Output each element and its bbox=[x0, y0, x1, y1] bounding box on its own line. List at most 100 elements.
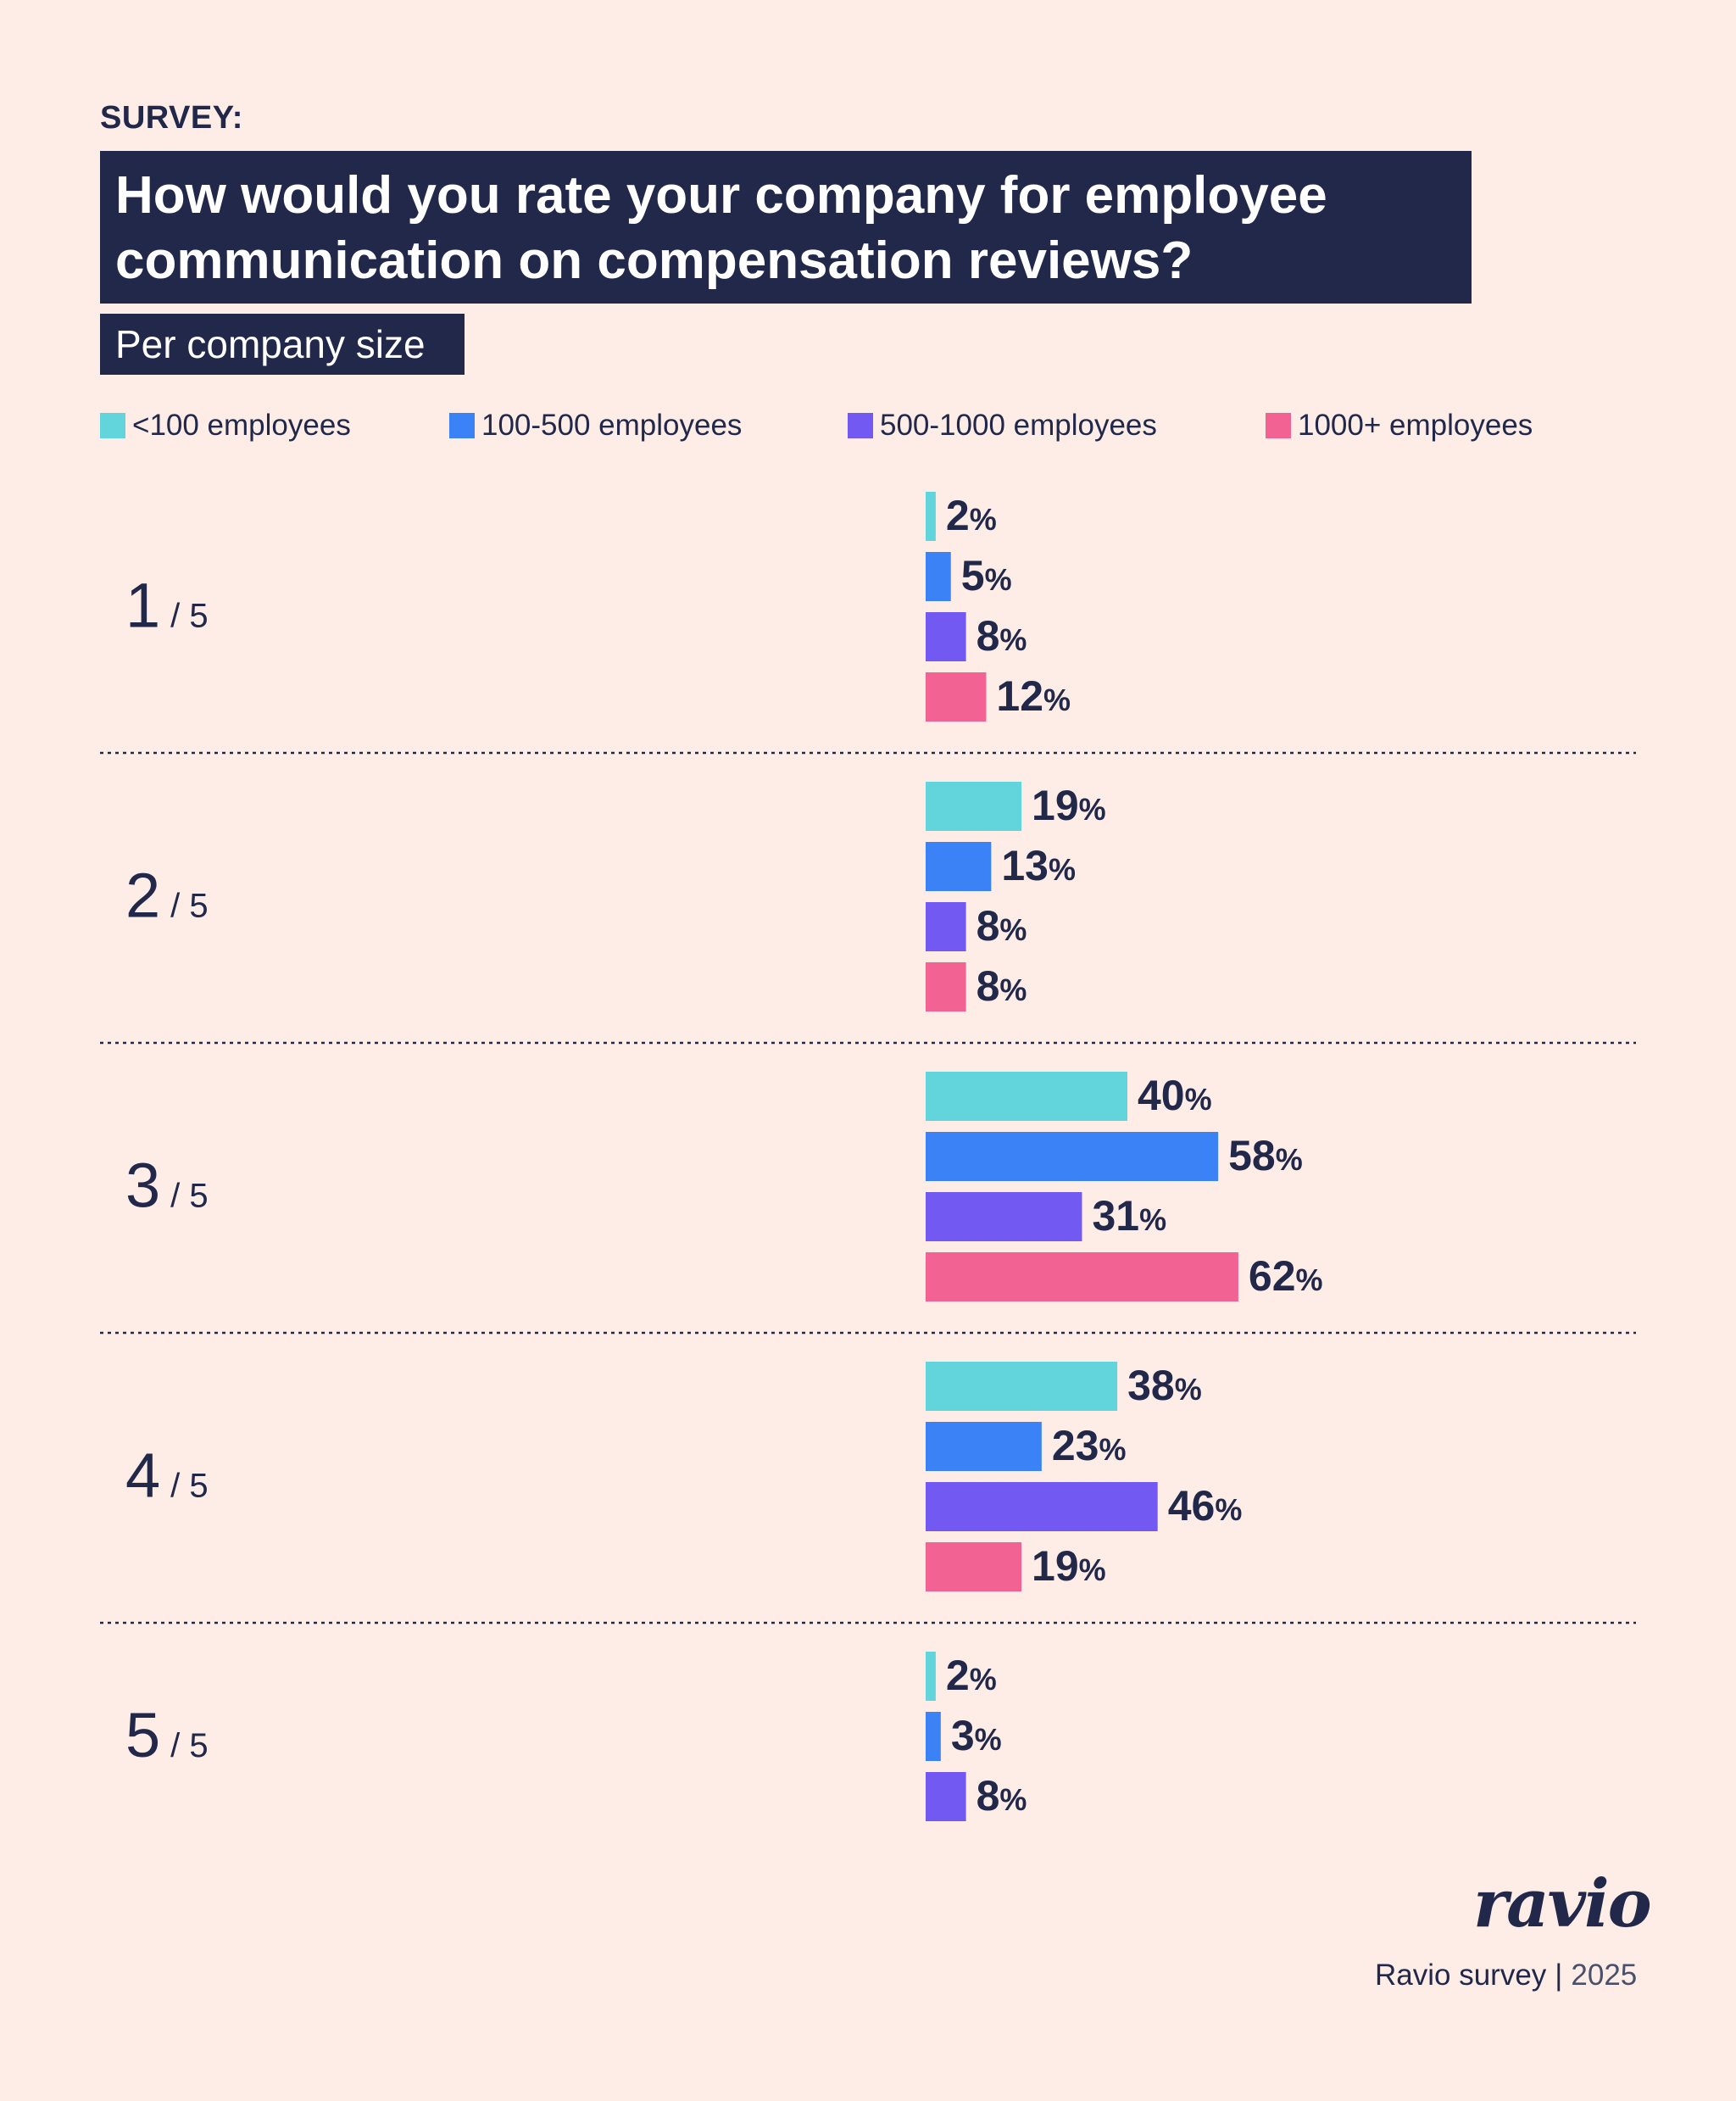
category-suffix: / 5 bbox=[170, 598, 208, 635]
bar-value-label: 2% bbox=[946, 1652, 997, 1699]
bar-value-unit: % bbox=[1296, 1262, 1323, 1297]
bar-value-unit: % bbox=[1185, 1082, 1212, 1117]
title-box: How would you rate your company for empl… bbox=[100, 151, 1472, 304]
bar-value-number: 19 bbox=[1032, 782, 1079, 829]
bar-value-number: 46 bbox=[1168, 1482, 1216, 1530]
bar-value-label: 40% bbox=[1138, 1072, 1212, 1119]
bar-value-label: 19% bbox=[1032, 1542, 1106, 1590]
bar bbox=[926, 1252, 1238, 1301]
bar bbox=[926, 1652, 936, 1701]
bar-value-number: 40 bbox=[1138, 1072, 1185, 1119]
bar-value-unit: % bbox=[975, 1722, 1002, 1757]
bar-value-unit: % bbox=[1139, 1202, 1166, 1237]
legend-item-lt100: <100 employees bbox=[100, 409, 351, 443]
chart-subtitle: Per company size bbox=[100, 314, 465, 375]
bar-value-number: 8 bbox=[976, 962, 1000, 1010]
bar bbox=[926, 902, 966, 951]
legend-swatch-500-1000 bbox=[848, 413, 873, 438]
bar-value-number: 3 bbox=[951, 1712, 975, 1759]
bar-value-number: 8 bbox=[976, 1772, 1000, 1820]
footer-separator: | bbox=[1555, 1959, 1563, 1992]
bar-value-label: 8% bbox=[976, 612, 1027, 660]
legend-label-500-1000: 500-1000 employees bbox=[880, 409, 1157, 442]
bar-value-label: 19% bbox=[1032, 782, 1106, 829]
bar bbox=[926, 1542, 1022, 1591]
category-label: 2 / 5 bbox=[125, 861, 209, 931]
bar-value-number: 8 bbox=[976, 902, 1000, 950]
bar-value-label: 3% bbox=[951, 1712, 1002, 1759]
bar-value-label: 13% bbox=[1001, 842, 1076, 889]
bar-value-unit: % bbox=[999, 912, 1027, 947]
category-label: 3 / 5 bbox=[125, 1151, 209, 1221]
bar bbox=[926, 1772, 966, 1821]
bar-value-unit: % bbox=[1043, 683, 1071, 717]
category-number: 2 bbox=[125, 861, 160, 931]
bar-value-number: 2 bbox=[946, 1652, 970, 1699]
bar bbox=[926, 1482, 1158, 1531]
legend-label-1000plus: 1000+ employees bbox=[1298, 409, 1533, 442]
bar-value-label: 23% bbox=[1052, 1422, 1127, 1469]
bar-value-unit: % bbox=[1276, 1142, 1303, 1177]
bar-value-label: 2% bbox=[946, 492, 997, 539]
bar-value-label: 38% bbox=[1127, 1362, 1202, 1409]
bar-value-number: 62 bbox=[1249, 1252, 1296, 1300]
bar-value-label: 62% bbox=[1249, 1252, 1323, 1300]
chart-title: How would you rate your company for empl… bbox=[115, 166, 1327, 290]
legend-label-100-500: 100-500 employees bbox=[481, 409, 743, 442]
category-number: 4 bbox=[125, 1441, 160, 1511]
bar-value-unit: % bbox=[999, 972, 1027, 1007]
bar-value-unit: % bbox=[985, 562, 1012, 597]
bar bbox=[926, 1712, 941, 1761]
category-suffix: / 5 bbox=[170, 888, 208, 925]
footer-year: 2025 bbox=[1571, 1959, 1638, 1992]
bar-value-label: 58% bbox=[1228, 1132, 1303, 1179]
legend-swatch-lt100 bbox=[100, 413, 125, 438]
legend-swatch-100-500 bbox=[449, 413, 475, 438]
bar bbox=[926, 1132, 1219, 1181]
footer-source: Ravio survey | 2025 bbox=[1375, 1959, 1637, 1992]
footer-source-label: Ravio survey bbox=[1375, 1959, 1547, 1992]
legend-item-1000plus: 1000+ employees bbox=[1266, 409, 1533, 443]
legend-swatch-1000plus bbox=[1266, 413, 1291, 438]
bar-value-label: 5% bbox=[961, 552, 1012, 599]
bar bbox=[926, 612, 966, 661]
bar-value-unit: % bbox=[1175, 1372, 1202, 1407]
bar-value-number: 8 bbox=[976, 612, 1000, 660]
bar-value-unit: % bbox=[999, 622, 1027, 657]
bar-value-number: 2 bbox=[946, 492, 970, 539]
bar-value-number: 38 bbox=[1127, 1362, 1175, 1409]
legend-label-lt100: <100 employees bbox=[132, 409, 351, 442]
bar-value-number: 58 bbox=[1228, 1132, 1276, 1179]
bar-value-label: 46% bbox=[1168, 1482, 1243, 1530]
bar bbox=[926, 1362, 1118, 1411]
category-label: 4 / 5 bbox=[125, 1441, 209, 1511]
bar-value-number: 5 bbox=[961, 552, 985, 599]
bar-value-unit: % bbox=[1079, 1552, 1106, 1587]
bar bbox=[926, 492, 936, 541]
bar bbox=[926, 552, 951, 601]
bar-value-label: 8% bbox=[976, 1772, 1027, 1820]
bar-value-unit: % bbox=[1099, 1432, 1126, 1467]
bar bbox=[926, 672, 987, 722]
category-suffix: / 5 bbox=[170, 1178, 208, 1215]
category-suffix: / 5 bbox=[170, 1727, 208, 1764]
bar bbox=[926, 842, 992, 891]
bar-value-label: 31% bbox=[1092, 1192, 1166, 1240]
ravio-logo: ravio bbox=[1473, 1865, 1652, 1942]
category-suffix: / 5 bbox=[170, 1468, 208, 1505]
bar-value-number: 13 bbox=[1001, 842, 1049, 889]
bar-value-number: 23 bbox=[1052, 1422, 1099, 1469]
bar-value-unit: % bbox=[1079, 792, 1106, 827]
legend-item-500-1000: 500-1000 employees bbox=[848, 409, 1157, 443]
bar-chart: 1/ 52%5%8%12%2/ 519%13%8%8%3/ 540%58%31%… bbox=[100, 492, 1636, 1821]
bar bbox=[926, 1072, 1127, 1121]
bar-value-label: 8% bbox=[976, 962, 1027, 1010]
bar-value-number: 19 bbox=[1032, 1542, 1079, 1590]
bar-value-unit: % bbox=[970, 502, 997, 537]
bar-value-label: 8% bbox=[976, 902, 1027, 950]
bar-value-unit: % bbox=[1049, 852, 1076, 887]
bar bbox=[926, 782, 1022, 831]
survey-kicker: SURVEY: bbox=[100, 100, 243, 136]
bar bbox=[926, 962, 966, 1011]
bar-value-unit: % bbox=[999, 1782, 1027, 1817]
